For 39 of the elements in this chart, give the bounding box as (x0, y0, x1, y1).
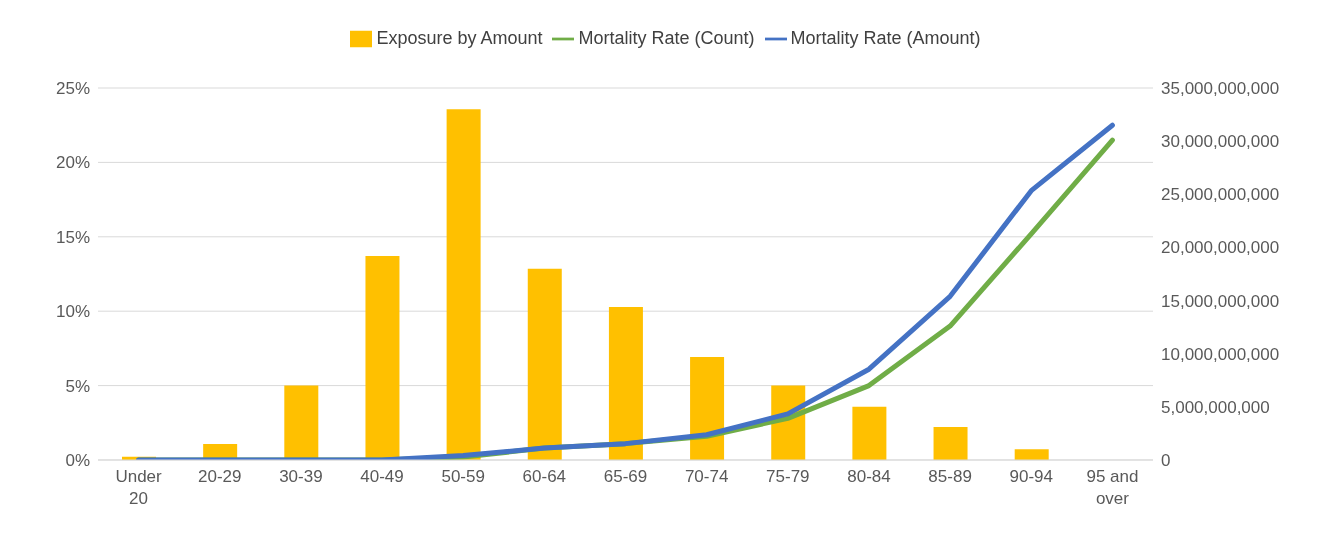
y-tick-label: 25% (55, 79, 90, 99)
y2-tick-label: 10,000,000,000 (1161, 344, 1280, 364)
y2-tick-label: 5,000,000,000 (1161, 397, 1270, 417)
y-tick-label: 20% (55, 153, 90, 173)
y2-tick-label: 20,000,000,000 (1161, 238, 1280, 258)
y2-tick-label: 15,000,000,000 (1161, 291, 1280, 311)
legend-label: Exposure by Amount (376, 28, 543, 48)
bar (1014, 449, 1049, 460)
bar (933, 427, 968, 460)
bar (284, 385, 319, 460)
x-tick-label: 65-69 (603, 467, 648, 486)
x-tick-label: 75-79 (766, 467, 810, 486)
bar (446, 109, 481, 460)
x-tick-label: 50-59 (441, 467, 485, 486)
legend-label: Mortality Rate (Amount) (790, 28, 981, 48)
x-tick-label: Under 20 (115, 467, 163, 508)
x-tick-label: 40-49 (360, 467, 404, 486)
x-tick-label: 20-29 (197, 467, 242, 486)
bar (527, 268, 562, 460)
x-tick-label: 60-64 (522, 467, 567, 486)
bar (852, 406, 887, 460)
y2-tick-label: 0 (1161, 451, 1171, 471)
y-tick-label: 5% (65, 376, 90, 396)
bar (690, 356, 725, 460)
x-tick-label: 80-84 (847, 467, 891, 486)
x-tick-label: 70-74 (684, 467, 729, 486)
y-tick-label: 0% (65, 451, 90, 471)
y2-tick-label: 35,000,000,000 (1161, 79, 1280, 99)
y-tick-label: 10% (55, 302, 90, 322)
bar (608, 306, 643, 460)
x-tick-label: 30-39 (279, 467, 323, 486)
y-tick-label: 15% (55, 227, 90, 247)
x-tick-label: 90-94 (1009, 467, 1054, 486)
bar (365, 255, 400, 460)
legend-label: Mortality Rate (Count) (578, 28, 755, 48)
x-tick-label: 95 and over (1086, 467, 1139, 508)
x-tick-label: 85-89 (928, 467, 972, 486)
y2-tick-label: 25,000,000,000 (1161, 185, 1280, 205)
y2-tick-label: 30,000,000,000 (1161, 132, 1280, 152)
